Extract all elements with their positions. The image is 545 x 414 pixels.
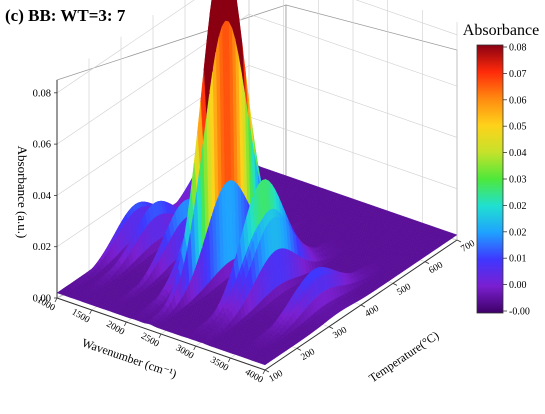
surface-ridges xyxy=(56,0,458,366)
